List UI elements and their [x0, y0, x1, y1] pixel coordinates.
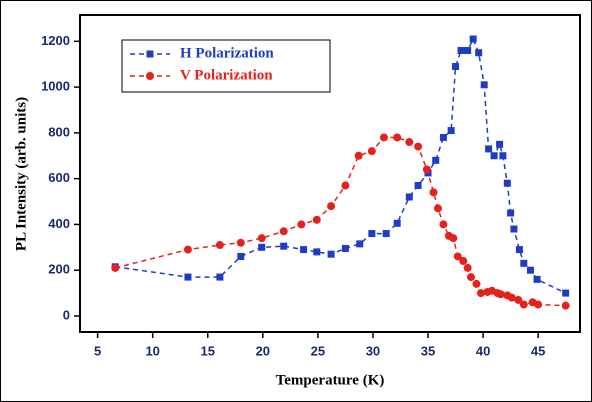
data-point: [562, 289, 570, 297]
data-point: [519, 300, 528, 309]
data-point: [379, 133, 388, 142]
legend-marker: [146, 50, 154, 58]
legend-box: [121, 39, 331, 93]
data-point: [393, 219, 401, 227]
y-tick-label: 1000: [41, 79, 70, 94]
data-point: [496, 290, 505, 299]
data-point: [414, 182, 422, 190]
data-point: [313, 248, 321, 256]
data-point: [432, 156, 440, 164]
data-point: [327, 202, 336, 211]
legend-label: V Polarization: [180, 67, 273, 83]
data-point: [466, 273, 475, 282]
y-tick-label: 400: [48, 216, 70, 231]
data-point: [382, 230, 390, 238]
data-point: [216, 273, 224, 281]
y-tick-label: 0: [63, 307, 70, 322]
y-tick-label: 1200: [41, 33, 70, 48]
data-point: [368, 230, 376, 238]
data-point: [433, 204, 442, 213]
data-point: [449, 234, 458, 243]
data-point: [327, 250, 335, 258]
x-tick-label: 45: [531, 343, 545, 358]
data-point: [215, 241, 224, 250]
data-point: [463, 263, 472, 272]
data-point: [457, 46, 465, 54]
data-point: [464, 46, 472, 54]
data-point: [452, 62, 460, 70]
data-point: [354, 151, 363, 160]
data-point: [258, 243, 266, 251]
data-point: [183, 245, 192, 254]
data-point: [184, 273, 192, 281]
data-point: [472, 279, 481, 288]
x-tick-label: 10: [145, 343, 159, 358]
data-point: [503, 179, 511, 187]
data-point: [476, 289, 485, 298]
y-tick-label: 200: [48, 262, 70, 277]
data-point: [279, 227, 288, 236]
data-point: [405, 193, 413, 201]
data-point: [561, 301, 570, 310]
x-axis-title: Temperature (K): [276, 372, 385, 388]
data-point: [439, 133, 447, 141]
x-tick-label: 15: [201, 343, 215, 358]
x-tick-label: 25: [311, 343, 325, 358]
data-point: [429, 188, 438, 197]
plot-frame: [79, 14, 581, 333]
x-tick-label: 5: [94, 343, 101, 358]
data-point: [475, 49, 483, 57]
x-tick-label: 20: [256, 343, 270, 358]
data-point: [111, 263, 120, 272]
data-point: [367, 147, 376, 156]
data-point: [469, 35, 477, 43]
legend-label: H Polarization: [180, 45, 274, 61]
data-point: [236, 238, 245, 247]
x-tick-label: 35: [421, 343, 435, 358]
data-point: [520, 259, 528, 267]
data-point: [257, 234, 266, 243]
data-point: [453, 252, 462, 261]
data-point: [526, 266, 534, 274]
data-point: [507, 293, 516, 302]
data-point: [341, 181, 350, 190]
data-point: [533, 275, 541, 283]
data-point: [405, 138, 414, 147]
data-point: [515, 246, 523, 254]
data-point: [312, 215, 321, 224]
data-point: [414, 142, 423, 151]
data-point: [280, 242, 288, 250]
data-point: [356, 240, 364, 248]
data-point: [490, 152, 498, 160]
data-point: [480, 81, 488, 89]
data-point: [534, 300, 543, 309]
data-point: [496, 140, 504, 148]
legend-marker: [146, 72, 154, 80]
data-point: [459, 257, 468, 266]
y-tick-label: 600: [48, 170, 70, 185]
data-point: [499, 152, 507, 160]
data-point: [514, 295, 523, 304]
data-point: [485, 145, 493, 153]
data-point: [393, 133, 402, 142]
y-tick-label: 800: [48, 124, 70, 139]
y-axis-title: PL Intensity (arb. units): [13, 97, 29, 251]
data-point: [237, 252, 245, 260]
data-point: [422, 165, 431, 174]
data-point: [297, 220, 306, 229]
data-point: [507, 209, 515, 217]
data-point: [510, 225, 518, 233]
data-point: [447, 127, 455, 135]
data-point: [300, 246, 308, 254]
x-tick-label: 40: [476, 343, 490, 358]
x-tick-label: 30: [366, 343, 380, 358]
data-point: [439, 220, 448, 229]
series-line: [115, 136, 566, 307]
data-point: [341, 244, 349, 252]
